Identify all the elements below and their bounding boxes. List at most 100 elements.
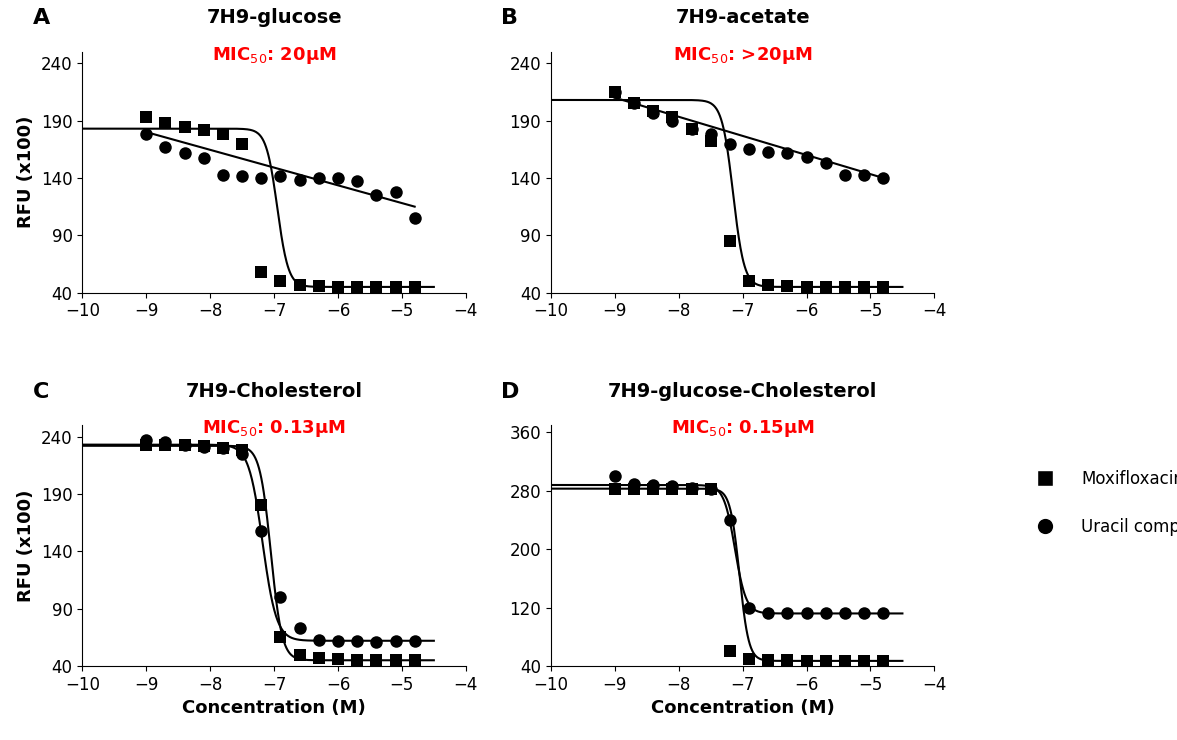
Point: [683, 482, 701, 494]
Point: [797, 655, 816, 667]
Point: [233, 448, 252, 460]
Point: [291, 649, 310, 661]
Point: [271, 631, 290, 643]
Point: [855, 608, 873, 619]
Point: [855, 281, 873, 293]
Point: [405, 654, 424, 666]
Point: [386, 635, 405, 647]
Point: [194, 441, 213, 453]
Point: [213, 443, 232, 454]
Point: [291, 279, 310, 291]
Text: MIC$_{50}$: >20μM: MIC$_{50}$: >20μM: [673, 44, 812, 66]
Point: [386, 281, 405, 293]
Point: [855, 655, 873, 667]
Point: [817, 608, 836, 619]
Point: [252, 525, 271, 536]
Point: [625, 482, 644, 494]
Point: [310, 652, 328, 664]
Text: C: C: [33, 382, 49, 402]
Text: MIC$_{50}$: 20μM: MIC$_{50}$: 20μM: [212, 44, 337, 66]
Point: [367, 189, 386, 201]
Point: [605, 471, 624, 482]
Legend: Moxifloxacin, Uracil compound: Moxifloxacin, Uracil compound: [1028, 470, 1177, 536]
Point: [625, 98, 644, 110]
Point: [683, 123, 701, 135]
Point: [310, 633, 328, 645]
Point: [873, 281, 892, 293]
Point: [739, 602, 758, 613]
Point: [778, 280, 797, 292]
Point: [291, 175, 310, 186]
Point: [797, 281, 816, 293]
Point: [367, 636, 386, 648]
Point: [213, 129, 232, 141]
Text: D: D: [501, 382, 519, 402]
Point: [817, 157, 836, 169]
Point: [271, 275, 290, 287]
Point: [644, 107, 663, 118]
Point: [252, 500, 271, 511]
Point: [175, 439, 194, 451]
Point: [310, 280, 328, 292]
Point: [625, 98, 644, 110]
Point: [836, 608, 855, 619]
Point: [386, 186, 405, 198]
Point: [759, 607, 778, 619]
Point: [739, 144, 758, 155]
Point: [663, 115, 681, 127]
Point: [797, 152, 816, 164]
Point: [836, 281, 855, 293]
Point: [644, 482, 663, 494]
Point: [271, 169, 290, 181]
Text: A: A: [33, 8, 49, 28]
Text: B: B: [501, 8, 518, 28]
Point: [797, 608, 816, 619]
Point: [683, 482, 701, 494]
Point: [328, 653, 347, 665]
Y-axis label: RFU (x100): RFU (x100): [18, 489, 35, 602]
Point: [175, 121, 194, 133]
Point: [701, 129, 720, 141]
Point: [759, 146, 778, 158]
Point: [644, 106, 663, 118]
Point: [347, 175, 366, 187]
Point: [405, 635, 424, 647]
Point: [605, 86, 624, 98]
Point: [817, 655, 836, 667]
Point: [836, 655, 855, 667]
Point: [663, 111, 681, 123]
Point: [644, 479, 663, 491]
Point: [683, 123, 701, 135]
Point: [157, 141, 175, 153]
Point: [759, 279, 778, 291]
Point: [605, 86, 624, 98]
Point: [137, 129, 155, 141]
Text: 7H9-Cholesterol: 7H9-Cholesterol: [186, 382, 363, 401]
Text: MIC$_{50}$: 0.15μM: MIC$_{50}$: 0.15μM: [671, 418, 814, 439]
Point: [291, 622, 310, 634]
Text: 7H9-glucose-Cholesterol: 7H9-glucose-Cholesterol: [609, 382, 877, 401]
Point: [720, 138, 739, 149]
Point: [137, 439, 155, 451]
Point: [328, 635, 347, 647]
Point: [252, 172, 271, 184]
Point: [194, 124, 213, 135]
Point: [328, 281, 347, 293]
Point: [347, 635, 366, 647]
Point: [873, 655, 892, 667]
Text: MIC$_{50}$: 0.13μM: MIC$_{50}$: 0.13μM: [202, 418, 346, 439]
Point: [739, 653, 758, 665]
Point: [873, 608, 892, 619]
Point: [194, 440, 213, 451]
Point: [778, 147, 797, 158]
Point: [663, 482, 681, 494]
Text: 7H9-acetate: 7H9-acetate: [676, 8, 810, 27]
Point: [720, 645, 739, 657]
X-axis label: Concentration (M): Concentration (M): [651, 699, 834, 717]
Point: [386, 654, 405, 666]
Point: [310, 172, 328, 184]
Point: [213, 169, 232, 181]
Point: [720, 235, 739, 247]
Point: [137, 434, 155, 446]
Point: [367, 281, 386, 293]
